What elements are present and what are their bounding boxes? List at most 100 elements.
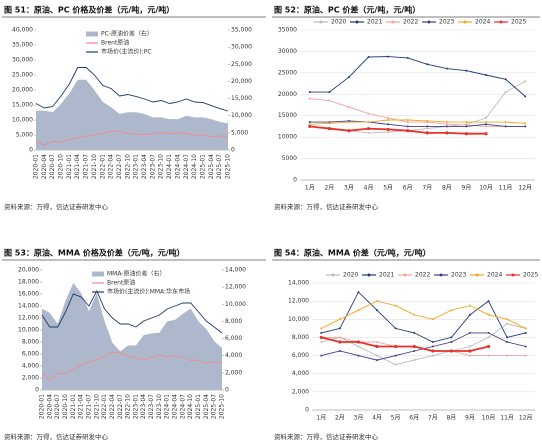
source-note: 资料来源：万得，信达证券研发中心 bbox=[4, 432, 109, 441]
marker bbox=[487, 300, 490, 303]
x-tick-label: 8月 bbox=[446, 415, 456, 422]
marker bbox=[387, 55, 390, 58]
marker bbox=[504, 125, 507, 128]
marker bbox=[431, 318, 434, 321]
line bbox=[321, 323, 526, 366]
x-tick-label: 2024-07 bbox=[179, 394, 186, 419]
marker bbox=[320, 340, 323, 343]
y-tick-label: 0 bbox=[305, 407, 309, 414]
marker bbox=[468, 304, 471, 307]
y-tick-label: 2,000 bbox=[22, 375, 39, 382]
legend-marker bbox=[319, 20, 323, 24]
y-tick-label: 2,000 bbox=[292, 388, 309, 395]
legend-label: 2020 bbox=[343, 272, 358, 279]
x-tick-label: 2024-10 bbox=[191, 154, 198, 179]
marker bbox=[320, 354, 323, 357]
x-tick-label: 2023-10 bbox=[158, 154, 165, 179]
legend-label: 2023 bbox=[451, 272, 466, 279]
x-tick-label: 9月 bbox=[462, 185, 472, 192]
marker bbox=[524, 125, 527, 128]
marker bbox=[431, 349, 435, 353]
x-tick-label: 9月 bbox=[465, 415, 475, 422]
marker bbox=[308, 97, 311, 100]
x-tick-label: 2025-10 bbox=[225, 154, 232, 179]
marker bbox=[394, 344, 398, 349]
y2-tick-label: 2,000 bbox=[225, 369, 242, 376]
marker bbox=[376, 340, 379, 343]
x-tick-label: 2022-01 bbox=[101, 394, 108, 419]
legend-label: PC-原油价差（右） bbox=[101, 30, 153, 38]
x-tick-label: 2021-04 bbox=[78, 394, 85, 419]
marker bbox=[524, 331, 527, 334]
y-tick-label: 30000 bbox=[278, 48, 297, 55]
marker bbox=[387, 116, 390, 119]
marker bbox=[485, 74, 488, 76]
y-tick-label: 5000 bbox=[282, 155, 297, 162]
y-tick-label: 14,000 bbox=[18, 303, 39, 310]
y-tick-label: 5,000 bbox=[16, 132, 33, 139]
marker bbox=[468, 313, 471, 316]
legend-label: 2021 bbox=[379, 272, 394, 279]
marker bbox=[445, 123, 448, 126]
x-tick-label: 2023-07 bbox=[149, 154, 156, 179]
legend-marker bbox=[391, 20, 395, 24]
marker bbox=[465, 69, 468, 72]
marker bbox=[506, 322, 509, 325]
y-tick-label: 15000 bbox=[278, 112, 297, 119]
marker bbox=[445, 67, 448, 70]
x-tick-label: 2025-04 bbox=[208, 154, 215, 179]
x-tick-label: 2024-10 bbox=[187, 394, 194, 419]
marker bbox=[524, 122, 527, 125]
x-tick-label: 2023-10 bbox=[156, 394, 163, 419]
y-tick-label: 25000 bbox=[278, 69, 297, 76]
marker bbox=[524, 80, 527, 83]
marker bbox=[386, 127, 390, 132]
x-tick-label: 2023-07 bbox=[148, 394, 155, 419]
y2-tick-label: 30,000 bbox=[231, 44, 252, 51]
marker bbox=[375, 344, 379, 349]
legend-label: 2023 bbox=[439, 19, 454, 26]
marker bbox=[347, 121, 350, 124]
x-tick-label: 5月 bbox=[391, 415, 401, 422]
y2-tick-label: 12,000 bbox=[225, 284, 246, 291]
marker bbox=[320, 331, 323, 334]
marker bbox=[426, 63, 429, 66]
marker bbox=[308, 123, 311, 126]
x-tick-label: 2022-07 bbox=[117, 394, 124, 419]
marker bbox=[376, 309, 379, 312]
marker bbox=[406, 119, 409, 121]
source-note: 资料来源：万得，信达证券研发中心 bbox=[274, 202, 379, 211]
marker bbox=[413, 313, 416, 316]
marker bbox=[319, 335, 323, 340]
x-tick-label: 7月 bbox=[422, 185, 432, 192]
y-tick-label: 4,000 bbox=[22, 363, 39, 370]
x-tick-label: 2024-01 bbox=[166, 154, 173, 179]
marker bbox=[431, 354, 434, 357]
legend-label: 市场价(主流价):MMA:华东市场 bbox=[107, 288, 190, 296]
marker bbox=[524, 345, 527, 348]
marker bbox=[426, 127, 429, 130]
x-tick-label: 7月 bbox=[428, 415, 438, 422]
x-tick-label: 1月 bbox=[316, 415, 326, 422]
x-tick-label: 2024-07 bbox=[183, 154, 190, 179]
x-tick-label: 2025-01 bbox=[195, 394, 202, 419]
marker bbox=[394, 363, 397, 366]
line bbox=[309, 119, 526, 125]
y2-tick-label: 0 bbox=[231, 147, 235, 154]
marker bbox=[366, 126, 371, 131]
marker bbox=[338, 336, 341, 339]
marker bbox=[320, 327, 323, 330]
y2-tick-label: 25,000 bbox=[231, 61, 252, 68]
legend-label: 2022 bbox=[415, 272, 430, 279]
y-tick-label: 10,000 bbox=[18, 327, 39, 334]
marker bbox=[465, 125, 468, 128]
marker bbox=[425, 131, 429, 135]
x-tick-label: 2022-10 bbox=[124, 154, 131, 179]
legend-marker bbox=[331, 273, 335, 277]
marker bbox=[504, 91, 507, 94]
x-tick-label: 2月 bbox=[335, 415, 345, 422]
y-tick-label: 10000 bbox=[278, 134, 297, 141]
x-tick-label: 2022-04 bbox=[109, 394, 116, 419]
legend-marker bbox=[463, 20, 467, 24]
